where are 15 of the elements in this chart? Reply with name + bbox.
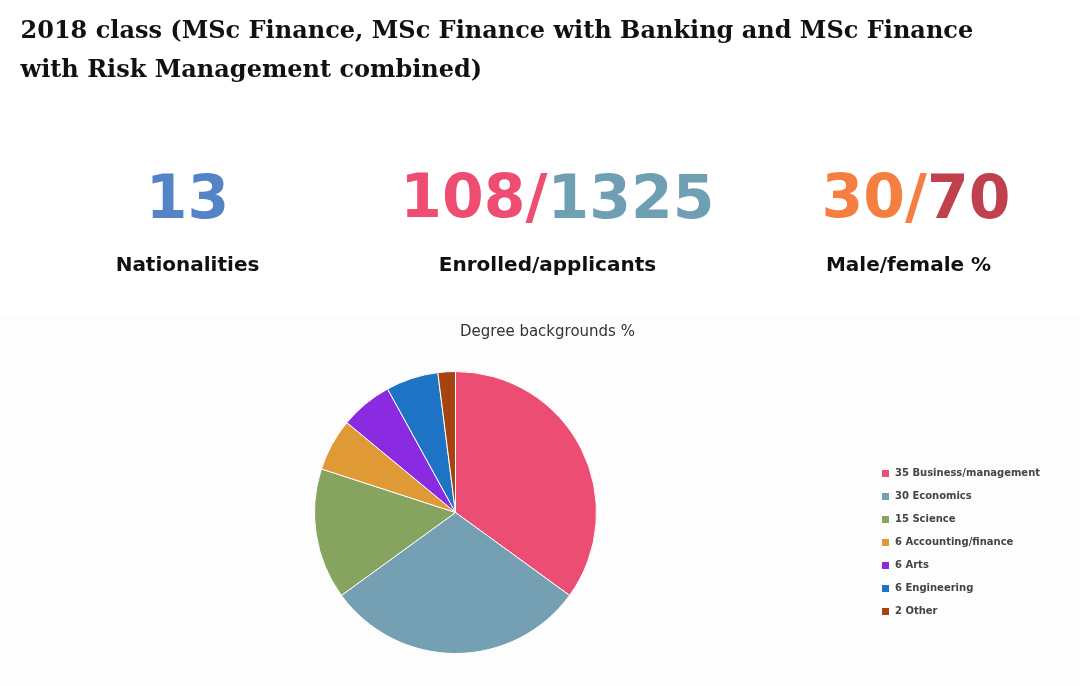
- text: Enrolled/applicants: [438, 251, 657, 276]
- legend-label: 35 Business/management: [895, 467, 1041, 478]
- text: 13: [145, 162, 230, 232]
- text: Male/female %: [825, 251, 992, 276]
- text: 108/1325: [400, 160, 715, 232]
- text: Nationalities: [115, 251, 260, 276]
- legend-label: 6 Arts: [895, 559, 929, 570]
- legend-label: 6 Accounting/finance: [895, 536, 1014, 547]
- chart-title: Degree backgrounds %: [460, 321, 635, 340]
- text: 30/70: [821, 160, 1011, 232]
- legend-label: 15 Science: [895, 513, 956, 524]
- legend-label: 30 Economics: [895, 490, 972, 501]
- legend-label: 6 Engineering: [895, 582, 974, 593]
- text: 2018 class (MSc Finance, MSc Finance with Banking and MSc Finance with Risk Management combined): [19, 14, 974, 83]
- legend-label: 2 Other: [895, 605, 938, 616]
